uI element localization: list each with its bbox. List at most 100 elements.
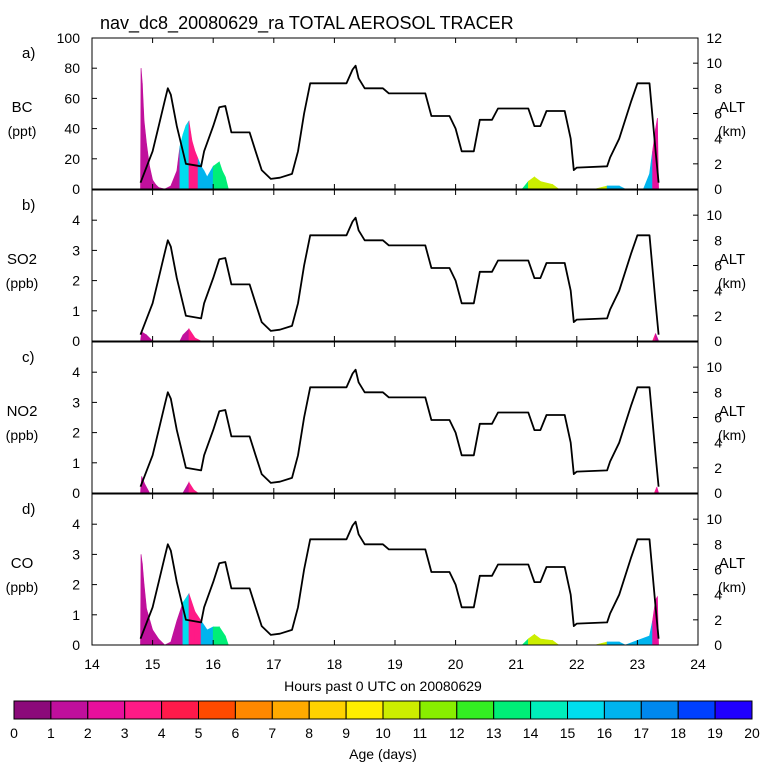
tracer-area-co — [200, 619, 208, 646]
tracer-area-bc — [170, 170, 178, 190]
alt-tick-label: 4 — [714, 587, 722, 603]
alt-tick-label: 10 — [706, 207, 722, 223]
colorbar-tick-label: 20 — [744, 725, 760, 741]
tracer-area-so2 — [146, 334, 154, 342]
colorbar-swatch — [493, 700, 532, 720]
colorbar-tick-label: 6 — [232, 725, 240, 741]
alt-tick-label: 8 — [714, 232, 722, 248]
alt-tick-label: 8 — [714, 384, 722, 400]
altitude-line — [139, 368, 660, 488]
colorbar-tick-label: 10 — [375, 725, 391, 741]
colorbar-swatch — [271, 700, 310, 720]
panel-letter: a) — [22, 45, 35, 62]
y-tick-label: 3 — [72, 394, 80, 410]
colorbar-tick-label: 1 — [47, 725, 55, 741]
tracer-area-bc — [221, 170, 226, 190]
tracer-area-no2 — [188, 481, 195, 494]
y-tick-label: 2 — [72, 425, 80, 441]
colorbar-tick-label: 7 — [268, 725, 276, 741]
alt-unit-label: (km) — [718, 579, 746, 595]
alt-tick-label: 10 — [706, 511, 722, 527]
tracer-area-bc — [528, 176, 535, 190]
y-tick-label: 2 — [72, 577, 80, 593]
y-tick-label: 0 — [72, 333, 80, 349]
colorbar-tick-label: 15 — [560, 725, 576, 741]
alt-label: ALT — [719, 403, 745, 420]
colorbar-tick-label: 3 — [121, 725, 129, 741]
colorbar-tick-label: 2 — [84, 725, 92, 741]
tracer-area-no2 — [144, 483, 151, 494]
tracer-area-bc — [188, 121, 193, 190]
colorbar-swatch — [382, 700, 421, 720]
tracer-area-so2 — [652, 333, 656, 342]
colorbar-tick-label: 8 — [305, 725, 313, 741]
altitude-line — [139, 520, 660, 640]
alt-tick-label: 10 — [706, 55, 722, 71]
panel-bc: 0 20 40 60 80 100 0 2 4 6 8 10 12 a) BC (ppt) ALT (km) — [8, 30, 746, 197]
x-axis-label: Hours past 0 UTC on 20080629 — [284, 678, 482, 694]
tracer-area-co — [528, 633, 535, 646]
alt-tick-label: 6 — [714, 106, 722, 122]
tracer-area-bc — [225, 176, 229, 190]
tracer-area-bc — [143, 121, 147, 190]
y-tick-label: 80 — [64, 60, 80, 76]
unit-label: (ppt) — [8, 123, 37, 139]
colorbar-swatch — [677, 700, 716, 720]
y-tick-label: 20 — [64, 151, 80, 167]
tracer-area-bc — [212, 161, 220, 190]
alt-unit-label: (km) — [718, 123, 746, 139]
colorbar-swatch — [567, 700, 605, 720]
colorbar-swatch — [50, 700, 89, 720]
unit-label: (ppb) — [6, 427, 39, 443]
alt-tick-label: 6 — [714, 410, 722, 426]
tracer-area-bc — [540, 181, 553, 190]
y-tick-label: 4 — [72, 516, 80, 532]
alt-tick-label: 4 — [714, 435, 722, 451]
species-label: NO2 — [7, 403, 38, 420]
alt-tick-label: 6 — [714, 258, 722, 274]
panel-letter: c) — [22, 349, 35, 366]
alt-tick-label: 2 — [714, 460, 722, 476]
tracer-area-bc — [197, 158, 202, 190]
tracer-area-no2 — [653, 486, 658, 494]
alt-tick-label: 0 — [714, 333, 722, 349]
tracer-area-co — [194, 610, 202, 646]
alt-label: ALT — [719, 555, 745, 572]
tracer-area-bc — [185, 120, 190, 190]
altitude-line — [139, 216, 660, 336]
tracer-area-co — [225, 635, 229, 646]
colorbar-swatch — [640, 700, 679, 720]
y-tick-label: 1 — [72, 303, 80, 319]
tracer-area-bc — [176, 146, 181, 190]
y-tick-label: 1 — [72, 455, 80, 471]
species-label: CO — [11, 555, 34, 572]
alt-tick-label: 2 — [714, 308, 722, 324]
colorbar-tick-label: 5 — [195, 725, 203, 741]
tracer-area-co — [206, 626, 214, 646]
tracer-area-bc — [200, 165, 205, 190]
y-tick-label: 60 — [64, 90, 80, 106]
colorbar-swatch — [234, 700, 273, 720]
tracer-area-co — [552, 639, 560, 646]
x-tick-label: 19 — [387, 656, 403, 672]
y-tick-label: 3 — [72, 546, 80, 562]
colorbar-tick-label: 0 — [10, 725, 18, 741]
colorbar-tick-label: 4 — [158, 725, 166, 741]
x-tick-label: 15 — [145, 656, 161, 672]
x-tick-label: 22 — [569, 656, 585, 672]
tracer-area-bc — [206, 165, 214, 190]
x-tick-label: 20 — [448, 656, 464, 672]
tracer-area-so2 — [182, 328, 190, 342]
alt-label: ALT — [719, 99, 745, 116]
y-tick-label: 100 — [57, 30, 81, 46]
y-tick-label: 4 — [72, 364, 80, 380]
x-tick-label: 17 — [266, 656, 282, 672]
colorbar-tick-label: 14 — [523, 725, 539, 741]
tracer-area-bc — [521, 180, 529, 190]
tracer-area-co — [649, 620, 653, 646]
tracer-area-co — [176, 602, 184, 646]
alt-tick-label: 6 — [714, 562, 722, 578]
y-tick-label: 0 — [72, 637, 80, 653]
colorbar-label: Age (days) — [349, 746, 417, 762]
